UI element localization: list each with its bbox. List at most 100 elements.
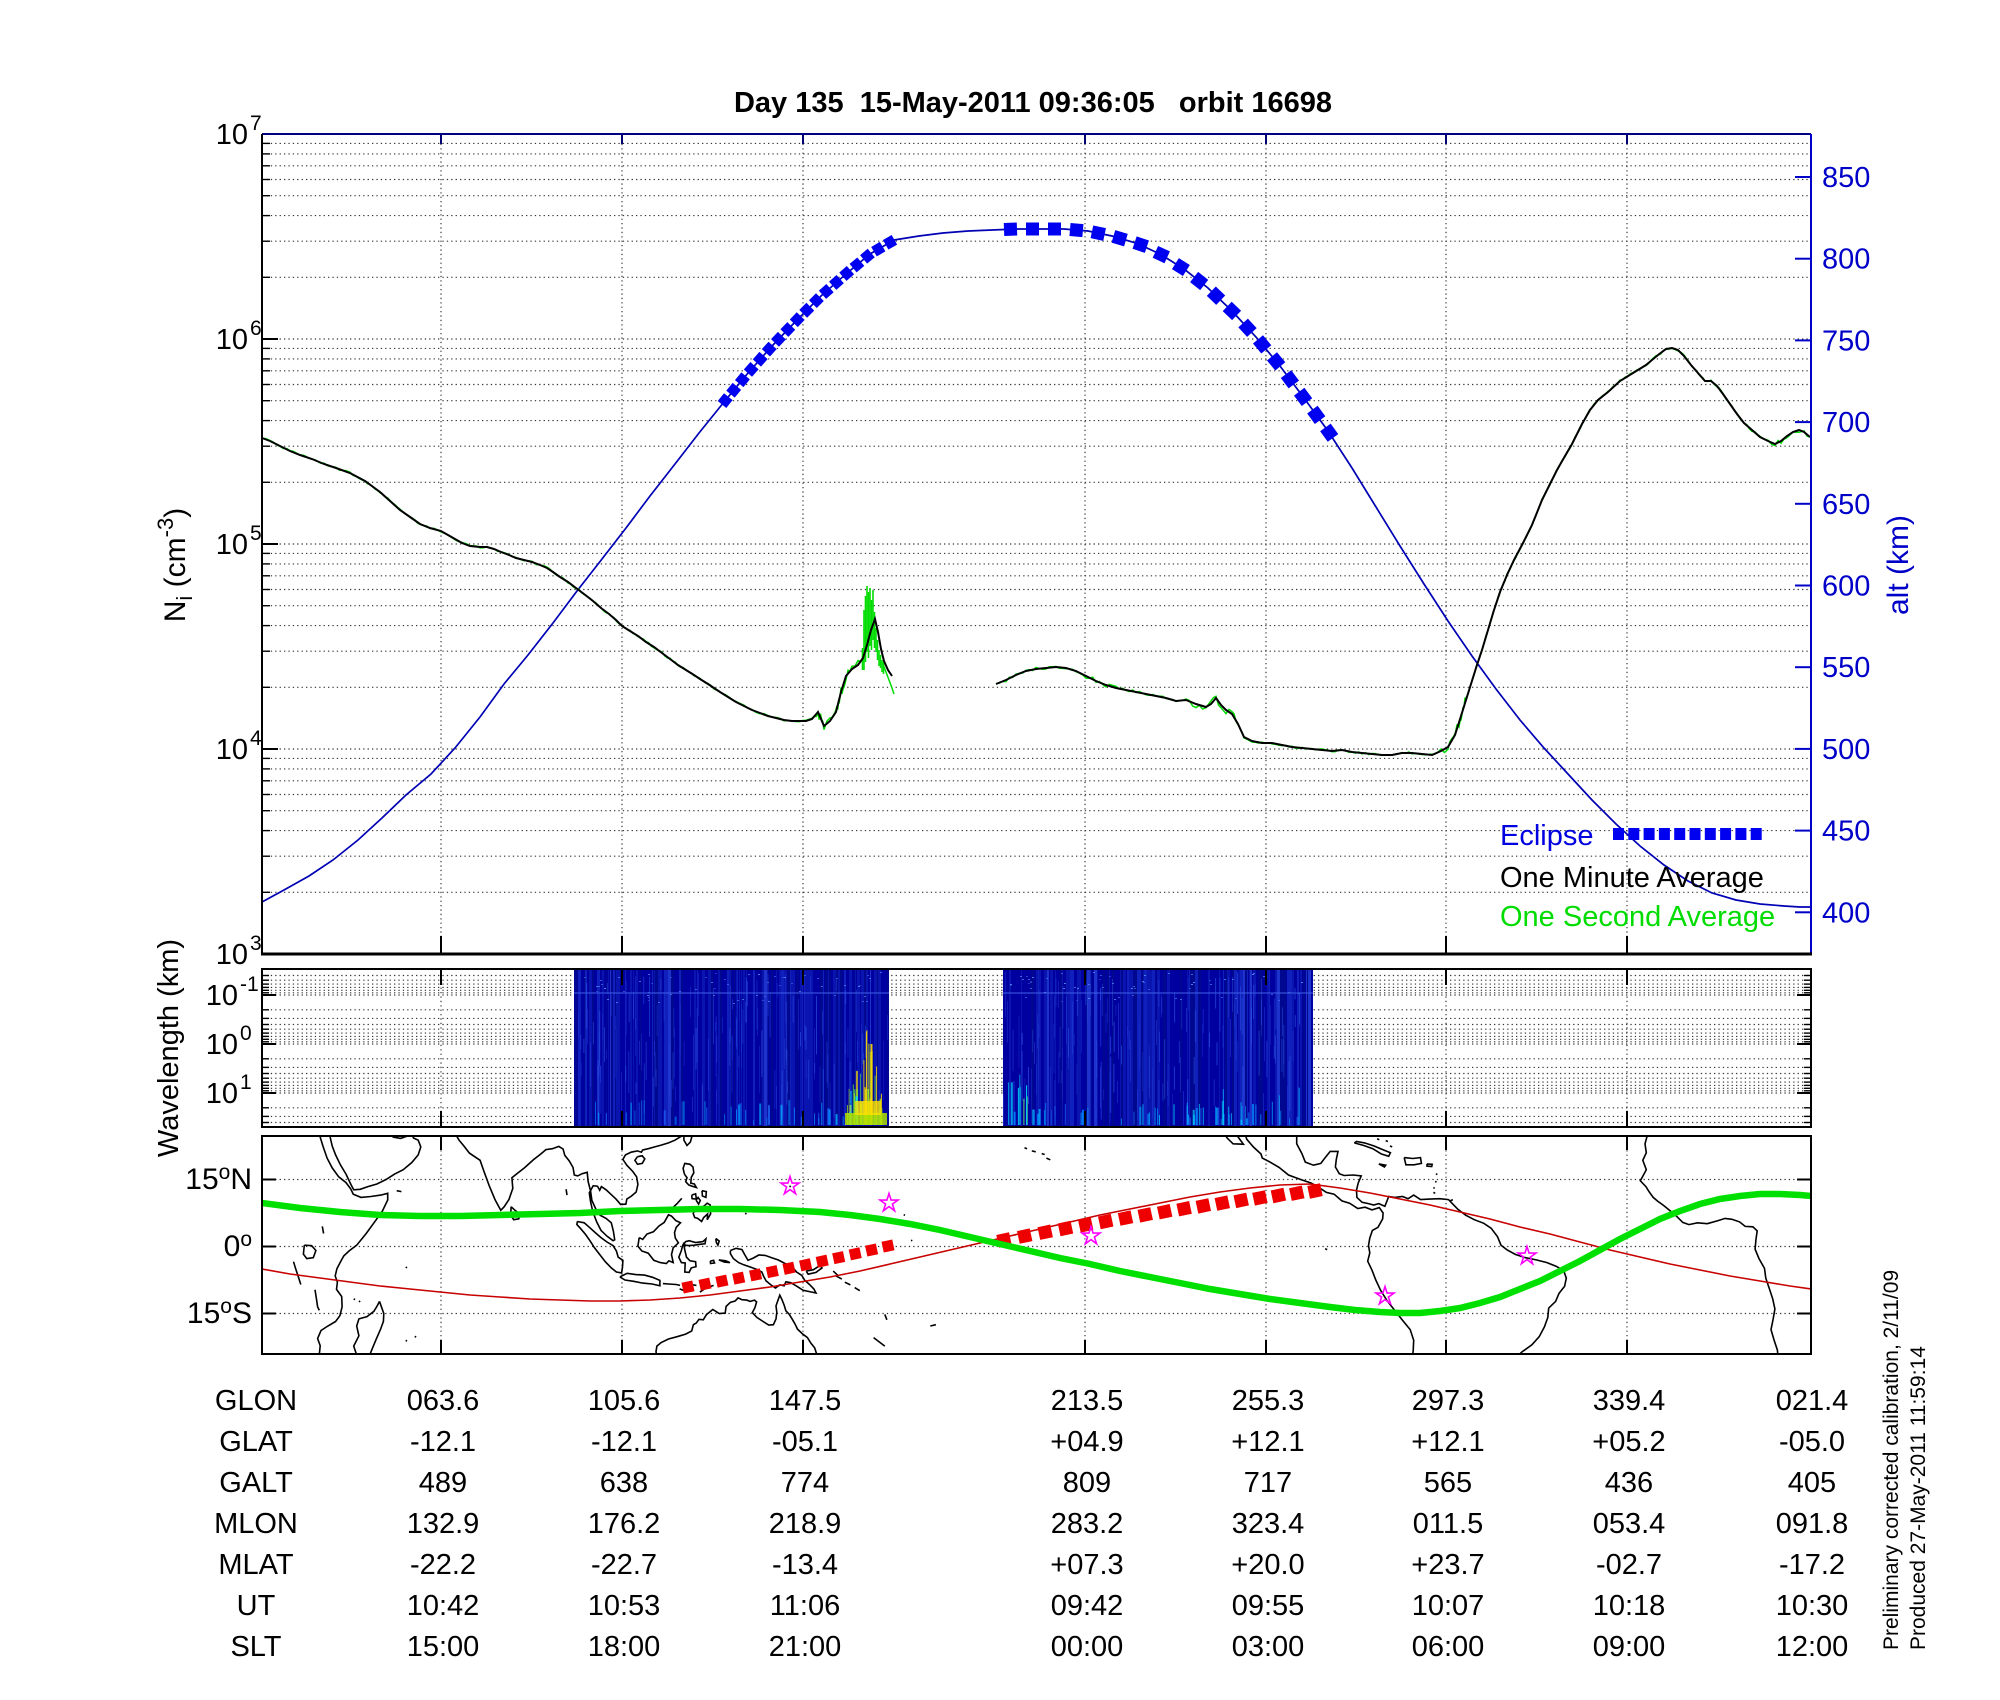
svg-text:-22.2: -22.2 (410, 1549, 476, 1581)
svg-text:10: 10 (206, 980, 238, 1012)
svg-text:One Minute Average: One Minute Average (1500, 862, 1764, 894)
svg-text:10: 10 (216, 939, 248, 971)
svg-text:SLT: SLT (230, 1631, 281, 1663)
svg-text:750: 750 (1822, 325, 1870, 357)
svg-text:1: 1 (240, 1071, 252, 1094)
svg-text:0: 0 (240, 1022, 252, 1045)
svg-text:-12.1: -12.1 (410, 1426, 476, 1458)
svg-text:00:00: 00:00 (1051, 1631, 1124, 1663)
svg-text:-17.2: -17.2 (1779, 1549, 1845, 1581)
svg-text:850: 850 (1822, 162, 1870, 194)
svg-text:Day 135 15-May-2011 09:36:05: Day 135 15-May-2011 09:36:05 orbit 16698 (734, 87, 1332, 119)
svg-text:405: 405 (1788, 1467, 1836, 1499)
svg-text:339.4: 339.4 (1593, 1385, 1666, 1417)
svg-text:550: 550 (1822, 652, 1870, 684)
svg-text:774: 774 (781, 1467, 829, 1499)
svg-text:105.6: 105.6 (588, 1385, 661, 1417)
svg-text:-02.7: -02.7 (1596, 1549, 1662, 1581)
svg-text:147.5: 147.5 (769, 1385, 842, 1417)
svg-text:11:06: 11:06 (770, 1590, 840, 1622)
svg-text:323.4: 323.4 (1232, 1508, 1305, 1540)
svg-text:10: 10 (216, 119, 248, 151)
svg-text:Preliminary corrected calibrat: Preliminary corrected calibration, 2/11/… (1880, 1270, 1903, 1650)
svg-text:06:00: 06:00 (1412, 1631, 1485, 1663)
svg-text:10:42: 10:42 (407, 1590, 480, 1622)
svg-text:GALT: GALT (219, 1467, 293, 1499)
svg-text:6: 6 (250, 317, 262, 340)
svg-text:+12.1: +12.1 (1231, 1426, 1304, 1458)
svg-text:10:18: 10:18 (1593, 1590, 1666, 1622)
svg-text:218.9: 218.9 (769, 1508, 842, 1540)
svg-text:MLAT: MLAT (218, 1549, 293, 1581)
svg-text:-1: -1 (240, 973, 259, 996)
svg-text:132.9: 132.9 (407, 1508, 480, 1540)
svg-text:283.2: 283.2 (1051, 1508, 1124, 1540)
svg-text:15:00: 15:00 (407, 1631, 480, 1663)
svg-text:GLON: GLON (215, 1385, 297, 1417)
svg-text:10: 10 (216, 529, 248, 561)
svg-text:500: 500 (1822, 734, 1870, 766)
svg-text:7: 7 (250, 112, 262, 135)
svg-text:10:53: 10:53 (588, 1590, 661, 1622)
svg-text:-12.1: -12.1 (591, 1426, 657, 1458)
svg-text:213.5: 213.5 (1051, 1385, 1124, 1417)
svg-text:MLON: MLON (214, 1508, 298, 1540)
svg-text:12:00: 12:00 (1776, 1631, 1849, 1663)
svg-text:5: 5 (250, 522, 262, 545)
svg-text:09:42: 09:42 (1051, 1590, 1124, 1622)
svg-text:021.4: 021.4 (1776, 1385, 1849, 1417)
svg-text:Ni (cm-3): Ni (cm-3) (153, 508, 197, 622)
svg-text:063.6: 063.6 (407, 1385, 480, 1417)
svg-text:09:55: 09:55 (1232, 1590, 1305, 1622)
svg-text:10:30: 10:30 (1776, 1590, 1849, 1622)
svg-text:-22.7: -22.7 (591, 1549, 657, 1581)
svg-text:-05.1: -05.1 (772, 1426, 838, 1458)
svg-text:21:00: 21:00 (769, 1631, 842, 1663)
svg-text:+05.2: +05.2 (1592, 1426, 1665, 1458)
svg-text:489: 489 (419, 1467, 467, 1499)
svg-text:-05.0: -05.0 (1779, 1426, 1845, 1458)
svg-text:Wavelength (km): Wavelength (km) (153, 939, 185, 1157)
svg-text:400: 400 (1822, 897, 1870, 929)
svg-text:+07.3: +07.3 (1050, 1549, 1123, 1581)
svg-text:10: 10 (206, 1029, 238, 1061)
svg-text:18:00: 18:00 (588, 1631, 661, 1663)
svg-text:+20.0: +20.0 (1231, 1549, 1304, 1581)
svg-text:297.3: 297.3 (1412, 1385, 1485, 1417)
svg-text:700: 700 (1822, 407, 1870, 439)
svg-text:09:00: 09:00 (1593, 1631, 1666, 1663)
svg-text:+12.1: +12.1 (1411, 1426, 1484, 1458)
svg-text:809: 809 (1063, 1467, 1111, 1499)
svg-text:800: 800 (1822, 244, 1870, 276)
svg-text:091.8: 091.8 (1776, 1508, 1849, 1540)
svg-text:03:00: 03:00 (1232, 1631, 1305, 1663)
svg-text:alt (km): alt (km) (1882, 515, 1915, 615)
svg-text:4: 4 (250, 727, 262, 750)
svg-text:-13.4: -13.4 (772, 1549, 838, 1581)
svg-text:600: 600 (1822, 571, 1870, 603)
svg-text:053.4: 053.4 (1593, 1508, 1666, 1540)
svg-text:10: 10 (216, 324, 248, 356)
svg-text:565: 565 (1424, 1467, 1472, 1499)
svg-text:450: 450 (1822, 816, 1870, 848)
svg-text:10:07: 10:07 (1412, 1590, 1485, 1622)
svg-text:GLAT: GLAT (219, 1426, 293, 1458)
svg-text:3: 3 (250, 932, 262, 955)
svg-text:15oN: 15oN (185, 1161, 252, 1196)
svg-text:650: 650 (1822, 489, 1870, 521)
svg-text:+04.9: +04.9 (1050, 1426, 1123, 1458)
svg-text:Eclipse: Eclipse (1500, 820, 1594, 852)
svg-text:717: 717 (1244, 1467, 1292, 1499)
svg-text:638: 638 (600, 1467, 648, 1499)
svg-text:255.3: 255.3 (1232, 1385, 1305, 1417)
svg-text:UT: UT (237, 1590, 276, 1622)
svg-text:+23.7: +23.7 (1411, 1549, 1484, 1581)
svg-text:176.2: 176.2 (588, 1508, 661, 1540)
svg-text:011.5: 011.5 (1413, 1508, 1483, 1540)
svg-text:15oS: 15oS (187, 1295, 252, 1330)
svg-text:10: 10 (206, 1078, 238, 1110)
svg-text:Produced 27-May-2011 11:59:14: Produced 27-May-2011 11:59:14 (1907, 1346, 1930, 1650)
svg-text:10: 10 (216, 734, 248, 766)
svg-text:One Second Average: One Second Average (1500, 901, 1775, 933)
svg-text:436: 436 (1605, 1467, 1653, 1499)
